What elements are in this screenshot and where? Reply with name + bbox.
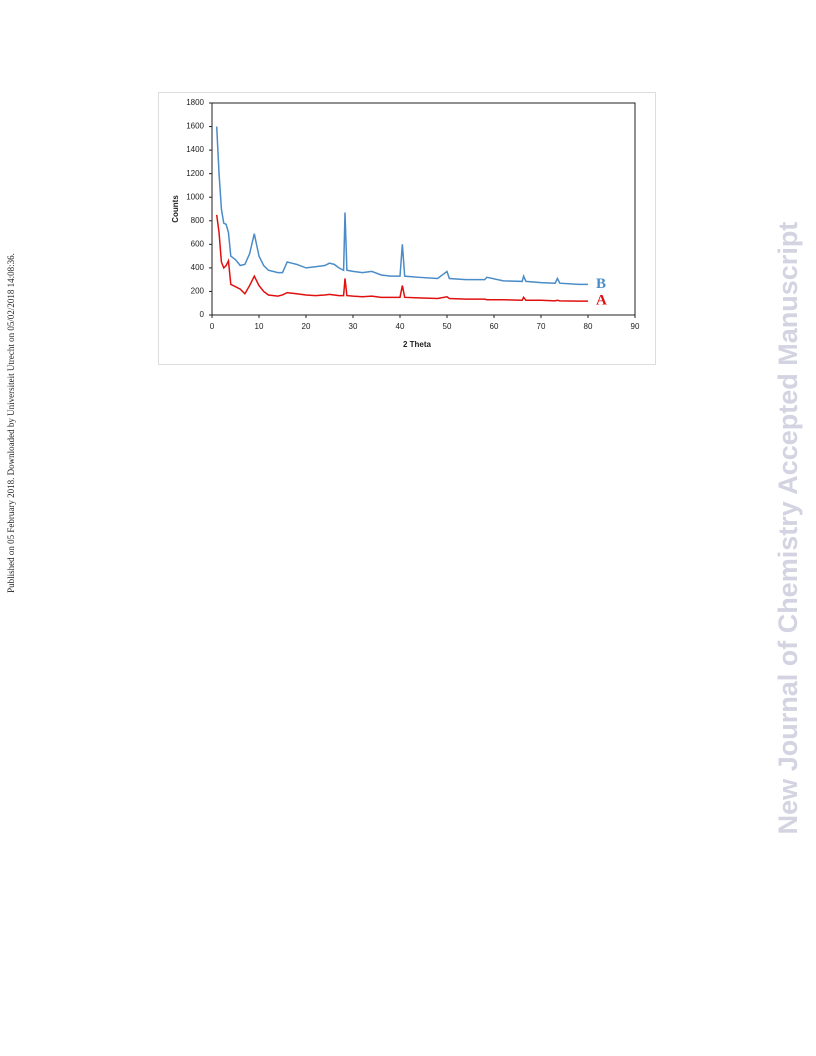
- x-axis-label: 2 Theta: [403, 340, 432, 349]
- x-tick-label: 30: [349, 322, 358, 331]
- x-tick-label: 70: [537, 322, 546, 331]
- watermark: New Journal of Chemistry Accepted Manusc…: [773, 222, 803, 835]
- plot-area: [211, 102, 636, 316]
- y-tick-label: 1800: [186, 98, 204, 107]
- x-tick-label: 90: [631, 322, 640, 331]
- x-tick-label: 50: [443, 322, 452, 331]
- y-tick-label: 1600: [186, 122, 204, 131]
- x-tick-label: 80: [584, 322, 593, 331]
- y-tick-label: 200: [191, 287, 205, 296]
- y-tick-label: 1200: [186, 169, 204, 178]
- x-tick-label: 0: [210, 322, 215, 331]
- y-axis-label: Counts: [171, 195, 180, 223]
- y-tick-label: 1400: [186, 145, 204, 154]
- figure-frame: [158, 92, 656, 365]
- data-line: [215, 126, 588, 286]
- y-tick-label: 800: [191, 216, 205, 225]
- y-tick-label: 0: [200, 310, 205, 319]
- side-note: Published on 05 February 2018. Downloade…: [6, 253, 16, 593]
- y-tick-label: 600: [191, 239, 205, 248]
- y-tick-label: 1000: [186, 192, 204, 201]
- x-tick-label: 40: [396, 322, 405, 331]
- y-tick-label: 400: [191, 263, 205, 272]
- x-tick-label: 10: [255, 322, 264, 331]
- x-tick-label: 20: [302, 322, 311, 331]
- x-tick-label: 60: [490, 322, 499, 331]
- data-line: [215, 214, 588, 302]
- series-label: A: [596, 293, 607, 309]
- series-label: B: [596, 276, 606, 292]
